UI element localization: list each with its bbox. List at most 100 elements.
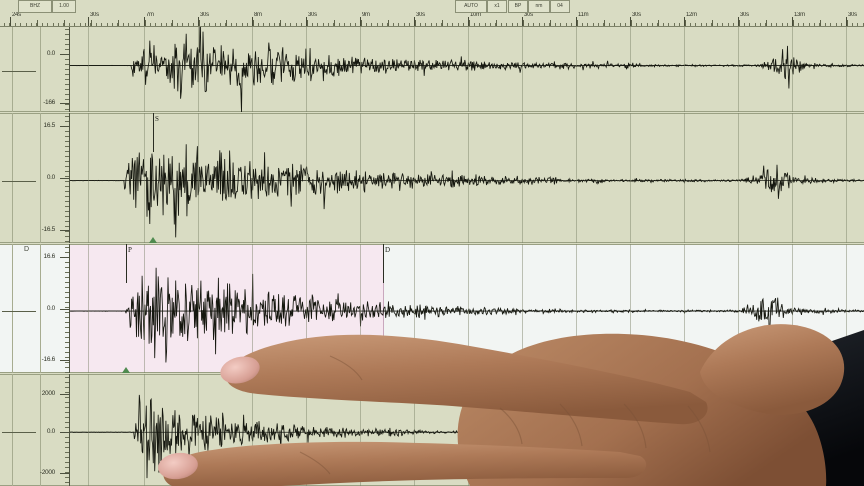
axis-minor-tick <box>65 322 69 323</box>
ruler-label: 9m <box>362 12 370 18</box>
ruler-mid-tick <box>37 20 38 26</box>
axis-minor-tick <box>65 94 69 95</box>
plot-gridline <box>144 374 145 486</box>
plot-gridline <box>792 374 793 486</box>
axis-minor-tick <box>65 272 69 273</box>
ruler-minor-tick <box>544 23 545 26</box>
axis-tick-label: 0.0 <box>46 428 55 435</box>
axis-minor-tick <box>65 367 69 368</box>
ruler-minor-tick <box>333 23 334 26</box>
phase-pick-marker[interactable] <box>122 367 130 373</box>
toolbar: BHZ 1.00 AUTO x1 BP nm 04 <box>0 0 864 13</box>
scale-box[interactable]: x1 <box>487 0 507 13</box>
ruler-minor-tick <box>755 23 756 26</box>
waveform-plot[interactable] <box>70 113 864 243</box>
ruler-minor-tick <box>652 23 653 26</box>
ruler-minor-tick <box>744 23 745 26</box>
axis-spine <box>69 244 70 373</box>
ruler-minor-tick <box>31 23 32 26</box>
phase-pick-marker[interactable] <box>149 237 157 243</box>
ruler-mid-tick <box>145 20 146 26</box>
ruler-minor-tick <box>4 23 5 26</box>
axis-minor-tick <box>65 201 69 202</box>
phase-pick-label[interactable]: S <box>155 115 159 123</box>
ruler-minor-tick <box>409 23 410 26</box>
ruler-minor-tick <box>90 23 91 26</box>
panel-divider-top <box>0 244 864 245</box>
channel-select[interactable]: BHZ <box>18 0 52 13</box>
axis-minor-tick <box>65 196 69 197</box>
ruler-minor-tick <box>387 23 388 26</box>
ruler-minor-tick <box>441 23 442 26</box>
plot-gridline <box>252 26 253 112</box>
phase-pick-label[interactable]: P <box>128 246 132 254</box>
ruler-minor-tick <box>857 23 858 26</box>
axis-minor-tick <box>65 89 69 90</box>
plot-gridline <box>360 244 361 373</box>
axis-spine <box>69 374 70 486</box>
ruler-minor-tick <box>420 23 421 26</box>
axis-tick-label: -16.6 <box>41 356 56 363</box>
ruler-minor-tick <box>479 23 480 26</box>
ruler-mid-tick <box>577 20 578 26</box>
filter-box[interactable]: BP <box>508 0 528 13</box>
unit-box[interactable]: nm <box>528 0 550 13</box>
ruler-minor-tick <box>625 23 626 26</box>
waveform-svg <box>70 26 864 112</box>
ruler-minor-tick <box>506 23 507 26</box>
axis-tick-label: 0.0 <box>46 174 55 181</box>
ruler-minor-tick <box>231 23 232 26</box>
gutter-preview-line <box>2 311 36 312</box>
ruler-label: 7m <box>146 12 154 18</box>
ruler-label: 30s <box>200 12 209 18</box>
ruler-minor-tick <box>533 23 534 26</box>
plot-gridline <box>144 244 145 373</box>
plot-gridline <box>306 374 307 486</box>
axis-spine <box>69 113 70 243</box>
plot-gridline <box>468 374 469 486</box>
trace-channel-4[interactable]: 2000 0.0 -2000 <box>0 374 864 486</box>
ruler-major-tick <box>144 17 145 26</box>
ruler-minor-tick <box>825 23 826 26</box>
axis-major-tick <box>60 230 69 231</box>
axis-minor-tick <box>65 221 69 222</box>
gain-field[interactable]: 1.00 <box>52 0 76 13</box>
ruler-minor-tick <box>512 23 513 26</box>
ruler-minor-tick <box>382 23 383 26</box>
waveform-plot[interactable] <box>70 26 864 112</box>
plot-gridline <box>576 113 577 243</box>
ruler-mid-tick <box>334 20 335 26</box>
time-ruler[interactable]: 24s 30s 7m 30s 8m 30s 9m 30s 10m 30s 11m 30s 12m 30s 1… <box>0 12 864 27</box>
waveform-plot[interactable] <box>70 244 864 373</box>
axis-minor-tick <box>65 387 69 388</box>
phase-pick-label[interactable]: D <box>385 246 391 254</box>
ruler-minor-tick <box>123 23 124 26</box>
axis-minor-tick <box>65 292 69 293</box>
phase-pick-line[interactable] <box>383 244 384 283</box>
mode-box[interactable]: AUTO <box>455 0 487 13</box>
ruler-minor-tick <box>42 23 43 26</box>
ruler-major-tick <box>198 17 199 26</box>
ruler-minor-tick <box>161 23 162 26</box>
trace-channel-1[interactable]: 0.0 -166 <box>0 26 864 112</box>
ruler-mid-tick <box>361 20 362 26</box>
ruler-minor-tick <box>274 23 275 26</box>
axis-minor-tick <box>65 452 69 453</box>
axis-major-tick <box>60 54 69 55</box>
axis-minor-tick <box>65 427 69 428</box>
count-box[interactable]: 04 <box>550 0 570 13</box>
axis-minor-tick <box>65 412 69 413</box>
waveform-plot[interactable] <box>70 374 864 486</box>
axis-tick-label: 16.6 <box>43 253 56 260</box>
ruler-mid-tick <box>64 20 65 26</box>
panel-divider-top <box>0 113 864 114</box>
ruler-label: 30s <box>308 12 317 18</box>
axis-minor-tick <box>65 141 69 142</box>
ruler-minor-tick <box>587 23 588 26</box>
trace-channel-2[interactable]: 16.5 0.0 -16.5 S <box>0 113 864 243</box>
trace-channel-3-selected[interactable]: D 16.6 0.0 -16.6 P D <box>0 244 864 373</box>
phase-pick-line[interactable] <box>126 244 127 283</box>
ruler-mid-tick <box>793 20 794 26</box>
ruler-mid-tick <box>604 20 605 26</box>
phase-pick-line[interactable] <box>153 113 154 152</box>
